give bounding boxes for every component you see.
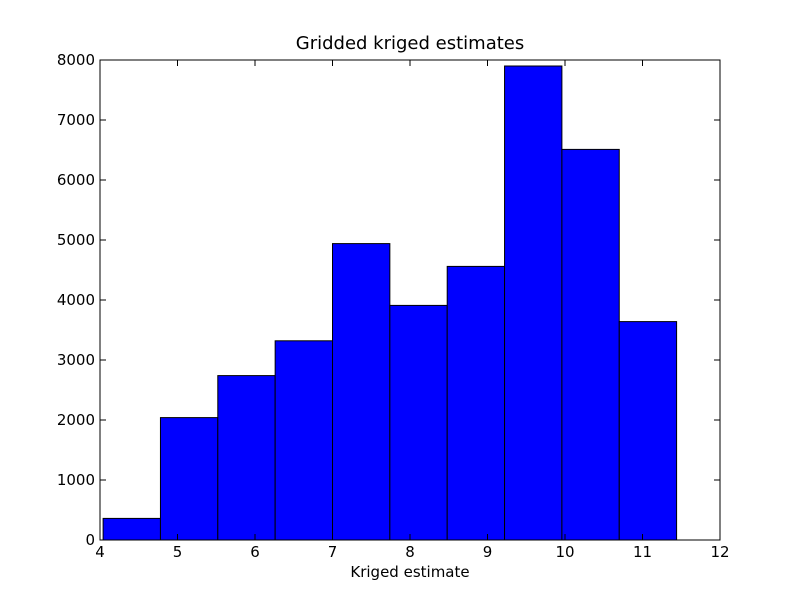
y-tick-label-2: 2000 <box>57 411 95 429</box>
y-tick-label-8: 8000 <box>57 51 95 69</box>
histogram-bar-2 <box>217 375 276 541</box>
histogram-bar-1 <box>159 417 219 541</box>
x-tick-label-7: 11 <box>633 543 652 561</box>
histogram-bar-9 <box>618 321 678 541</box>
chart-title: Gridded kriged estimates <box>296 33 524 54</box>
y-tick-label-7: 7000 <box>57 111 95 129</box>
histogram-bar-3 <box>274 340 333 541</box>
x-tick-label-4: 8 <box>405 543 415 561</box>
histogram-bar-6 <box>446 265 506 541</box>
y-tick-label-1: 1000 <box>57 471 95 489</box>
x-tick-label-5: 9 <box>483 543 493 561</box>
histogram-bar-0 <box>102 517 161 541</box>
histogram-bar-7 <box>504 65 563 541</box>
histogram-bar-4 <box>332 243 391 541</box>
histogram-bar-8 <box>561 148 620 541</box>
bars-group <box>102 65 678 541</box>
x-axis-label: Kriged estimate <box>350 563 469 581</box>
y-tick-label-5: 5000 <box>57 231 95 249</box>
ticks-group: 4 5 6 7 8 9 10 11 12 0 1000 2000 3000 4000 5000 6000 700… <box>57 51 730 561</box>
x-tick-label-8: 12 <box>710 543 729 561</box>
x-tick-label-1: 5 <box>173 543 183 561</box>
y-tick-label-4: 4000 <box>57 291 95 309</box>
x-tick-label-0: 4 <box>95 543 105 561</box>
x-tick-label-2: 6 <box>250 543 260 561</box>
y-tick-label-3: 3000 <box>57 351 95 369</box>
histogram-bar-5 <box>389 304 448 541</box>
y-tick-label-6: 6000 <box>57 171 95 189</box>
x-tick-label-3: 7 <box>328 543 338 561</box>
y-tick-label-0: 0 <box>85 531 95 549</box>
x-tick-label-6: 10 <box>555 543 574 561</box>
